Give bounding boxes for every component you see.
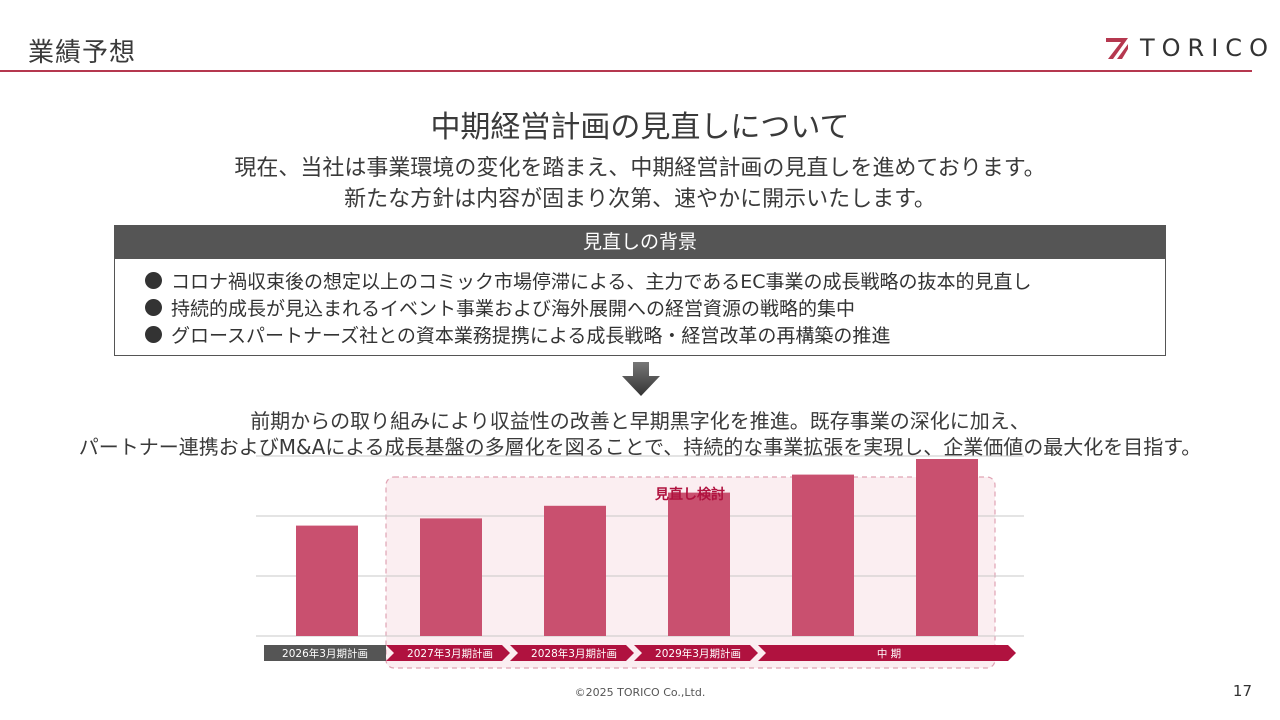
- timeline-segment: [264, 645, 386, 661]
- background-list-item: 持続的成長が見込まれるイベント事業および海外展開への経営資源の戦略的集中: [145, 294, 1165, 321]
- intro-line: 現在、当社は事業環境の変化を踏まえ、中期経営計画の見直しを進めております。: [234, 156, 1046, 181]
- conclusion-line: パートナー連携およびM&Aによる成長基盤の多層化を図ることで、持続的な事業拡張を…: [78, 435, 1202, 459]
- page-number: 17: [1232, 682, 1252, 700]
- chart-bar: [420, 518, 482, 636]
- chart-bar: [668, 492, 730, 636]
- chart-bar: [296, 525, 358, 636]
- logo-text: TORICO: [1140, 34, 1275, 62]
- bullet-icon: [145, 326, 162, 343]
- down-arrow-icon: [622, 362, 660, 396]
- timeline-segment: [758, 645, 1016, 661]
- timeline-label: 2027年3月期計画: [407, 647, 493, 660]
- page-header-title: 業績予想: [28, 38, 137, 68]
- review-highlight-region: [385, 476, 996, 669]
- chart-bar: [792, 474, 854, 636]
- intro-line: 新たな方針は内容が固まり次第、速やかに開示いたします。: [344, 187, 936, 212]
- chart-bar: [916, 459, 978, 636]
- chart-bar: [544, 505, 606, 636]
- background-item-text: コロナ禍収束後の想定以上のコミック市場停滞による、主力であるEC事業の成長戦略の…: [171, 271, 1032, 293]
- main-title: 中期経営計画の見直しについて: [430, 110, 850, 145]
- copyright: ©2025 TORICO Co.,Ltd.: [574, 686, 706, 699]
- background-list-item: グロースパートナーズ社との資本業務提携による成長戦略・経営改革の再構築の推進: [145, 321, 1165, 348]
- background-item-text: グロースパートナーズ社との資本業務提携による成長戦略・経営改革の再構築の推進: [171, 325, 891, 347]
- background-box-header: 見直しの背景: [115, 226, 1165, 259]
- timeline-label: 2026年3月期計画: [282, 647, 368, 660]
- timeline-segment: [634, 645, 758, 661]
- timeline-label: 2028年3月期計画: [531, 647, 617, 660]
- bullet-icon: [145, 272, 162, 289]
- conclusion-line: 前期からの取り組みにより収益性の改善と早期黒字化を推進。既存事業の深化に加え、: [250, 409, 1030, 433]
- background-list: コロナ禍収束後の想定以上のコミック市場停滞による、主力であるEC事業の成長戦略の…: [115, 259, 1165, 348]
- chart-annotation: 見直し検討: [654, 486, 725, 503]
- background-box: 見直しの背景 コロナ禍収束後の想定以上のコミック市場停滞による、主力であるEC事…: [114, 225, 1166, 356]
- header-divider: [0, 70, 1252, 72]
- timeline-segment: [510, 645, 634, 661]
- torico-logo: TORICO: [1104, 34, 1275, 62]
- background-list-item: コロナ禍収束後の想定以上のコミック市場停滞による、主力であるEC事業の成長戦略の…: [145, 267, 1165, 294]
- timeline-segment: [386, 645, 510, 661]
- background-item-text: 持続的成長が見込まれるイベント事業および海外展開への経営資源の戦略的集中: [171, 298, 856, 320]
- torico-logo-mark-icon: [1106, 38, 1128, 59]
- timeline-label: 2029年3月期計画: [655, 647, 741, 660]
- timeline-label: 中 期: [877, 647, 901, 660]
- bullet-icon: [145, 299, 162, 316]
